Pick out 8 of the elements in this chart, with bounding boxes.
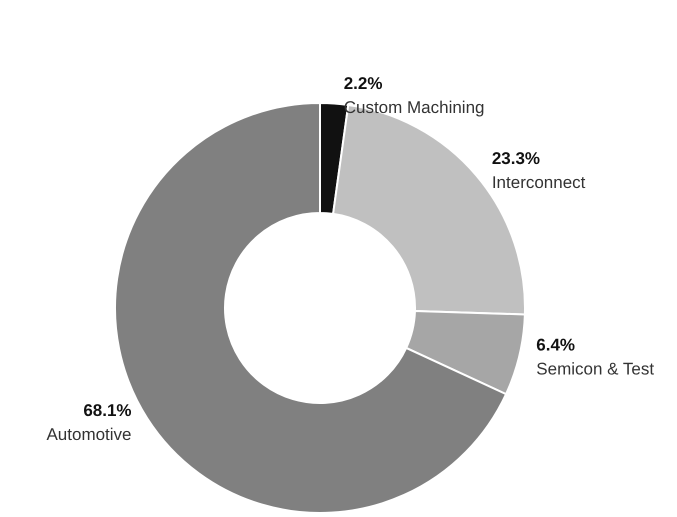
data-label: 6.4% (536, 336, 576, 355)
data-label: 2.2% (344, 74, 382, 94)
slice-label: Semicon & Test (536, 360, 654, 379)
slice-label: Automotive (46, 425, 132, 444)
slice-label: Custom Machining (344, 98, 484, 118)
data-label: 23.3% (492, 149, 540, 168)
data-label: 68.1% (83, 401, 132, 420)
slice-label: Interconnect (492, 173, 586, 192)
